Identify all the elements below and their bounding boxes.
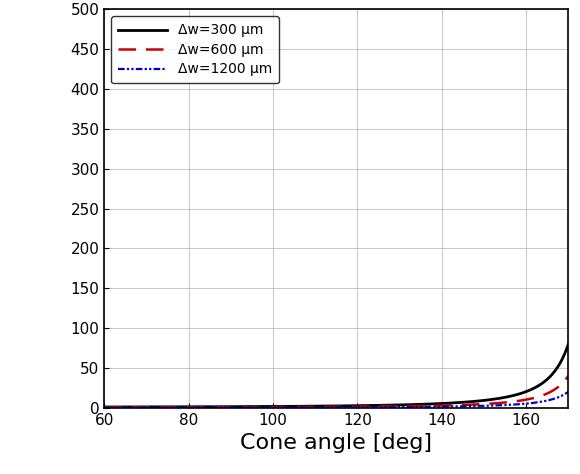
Legend: Δw=300 μm, Δw=600 μm, Δw=1200 μm: Δw=300 μm, Δw=600 μm, Δw=1200 μm xyxy=(111,17,279,83)
Δw=300 μm xyxy=(463,399,470,405)
Δw=600 μm xyxy=(289,404,296,410)
Δw=1200 μm xyxy=(463,403,470,409)
Δw=1200 μm xyxy=(101,405,108,410)
Δw=1200 μm xyxy=(148,405,155,410)
Δw=600 μm xyxy=(419,403,426,409)
Δw=1200 μm xyxy=(305,404,312,410)
Δw=300 μm xyxy=(101,404,108,410)
Δw=300 μm xyxy=(148,404,155,410)
Δw=300 μm xyxy=(565,341,572,347)
Δw=300 μm xyxy=(419,401,426,407)
Δw=1200 μm xyxy=(289,404,296,410)
Δw=300 μm xyxy=(289,403,296,409)
X-axis label: Cone angle [deg]: Cone angle [deg] xyxy=(240,433,433,453)
Δw=600 μm xyxy=(305,404,312,410)
Line: Δw=300 μm: Δw=300 μm xyxy=(104,344,568,407)
Line: Δw=1200 μm: Δw=1200 μm xyxy=(104,392,568,408)
Δw=300 μm xyxy=(471,399,478,404)
Δw=1200 μm xyxy=(471,403,478,409)
Δw=600 μm xyxy=(101,404,108,410)
Δw=1200 μm xyxy=(419,404,426,410)
Δw=600 μm xyxy=(148,404,155,410)
Δw=300 μm xyxy=(305,403,312,409)
Δw=600 μm xyxy=(463,402,470,408)
Δw=600 μm xyxy=(471,401,478,407)
Line: Δw=600 μm: Δw=600 μm xyxy=(104,376,568,407)
Δw=600 μm xyxy=(565,373,572,379)
Δw=1200 μm xyxy=(565,389,572,394)
